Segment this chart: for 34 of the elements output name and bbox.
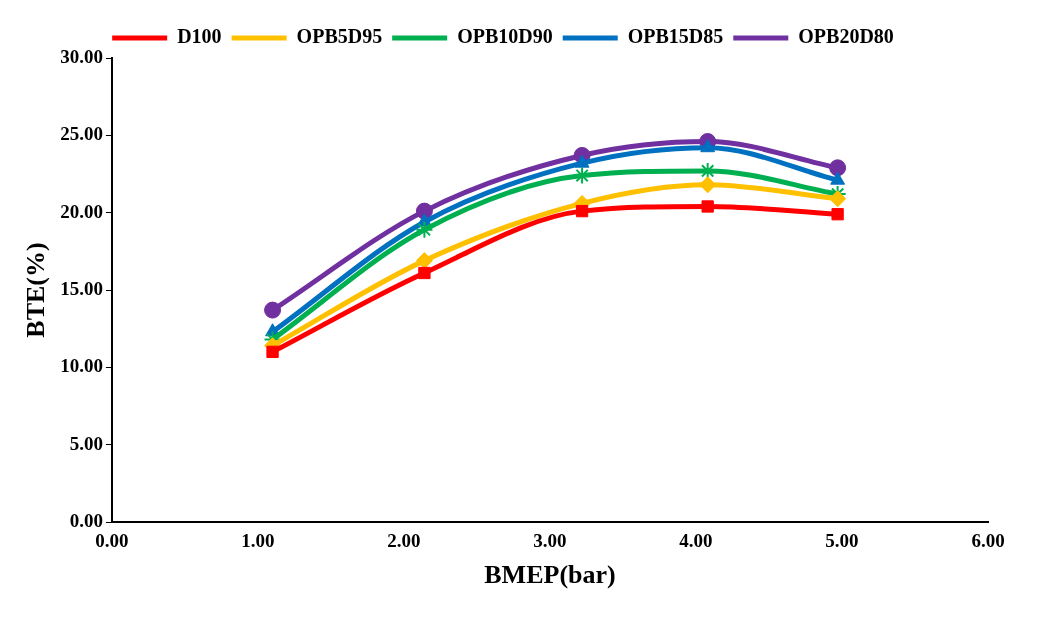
y-tick-label: 5.00 xyxy=(69,432,103,454)
x-tick-label: 0.00 xyxy=(95,530,129,552)
y-tick-label: 25.00 xyxy=(60,123,103,145)
legend-label: OPB20D80 xyxy=(798,25,894,48)
point xyxy=(574,154,590,168)
legend-label: OPB5D95 xyxy=(296,25,383,48)
y-axis-title: BTE(%) xyxy=(21,242,51,338)
x-tick-label: 5.00 xyxy=(825,530,859,552)
x-tick-label: 1.00 xyxy=(241,530,275,552)
legend-label: D100 xyxy=(177,25,222,48)
x-tick-label: 4.00 xyxy=(679,530,713,552)
legend-label: OPB10D90 xyxy=(457,25,553,48)
point xyxy=(829,190,847,208)
y-tick-label: 0.00 xyxy=(69,509,103,531)
x-tick-label: 6.00 xyxy=(971,530,1005,552)
point xyxy=(700,139,716,153)
point xyxy=(415,252,433,270)
point xyxy=(830,171,846,185)
point xyxy=(415,220,434,239)
point xyxy=(266,345,279,359)
x-axis-title: BMEP(bar) xyxy=(484,560,616,590)
point xyxy=(418,266,431,280)
point xyxy=(264,301,282,319)
legend-label: OPB15D85 xyxy=(627,25,724,48)
y-tick-label: 15.00 xyxy=(60,277,103,299)
x-tick-label: 2.00 xyxy=(387,530,421,552)
y-tick-label: 20.00 xyxy=(60,200,103,222)
point xyxy=(829,159,847,177)
x-tick-label: 3.00 xyxy=(533,530,567,552)
point xyxy=(575,204,589,218)
point xyxy=(831,208,844,221)
y-tick-label: 30.00 xyxy=(60,45,103,67)
y-tick-label: 10.00 xyxy=(60,355,103,377)
point xyxy=(701,200,714,213)
